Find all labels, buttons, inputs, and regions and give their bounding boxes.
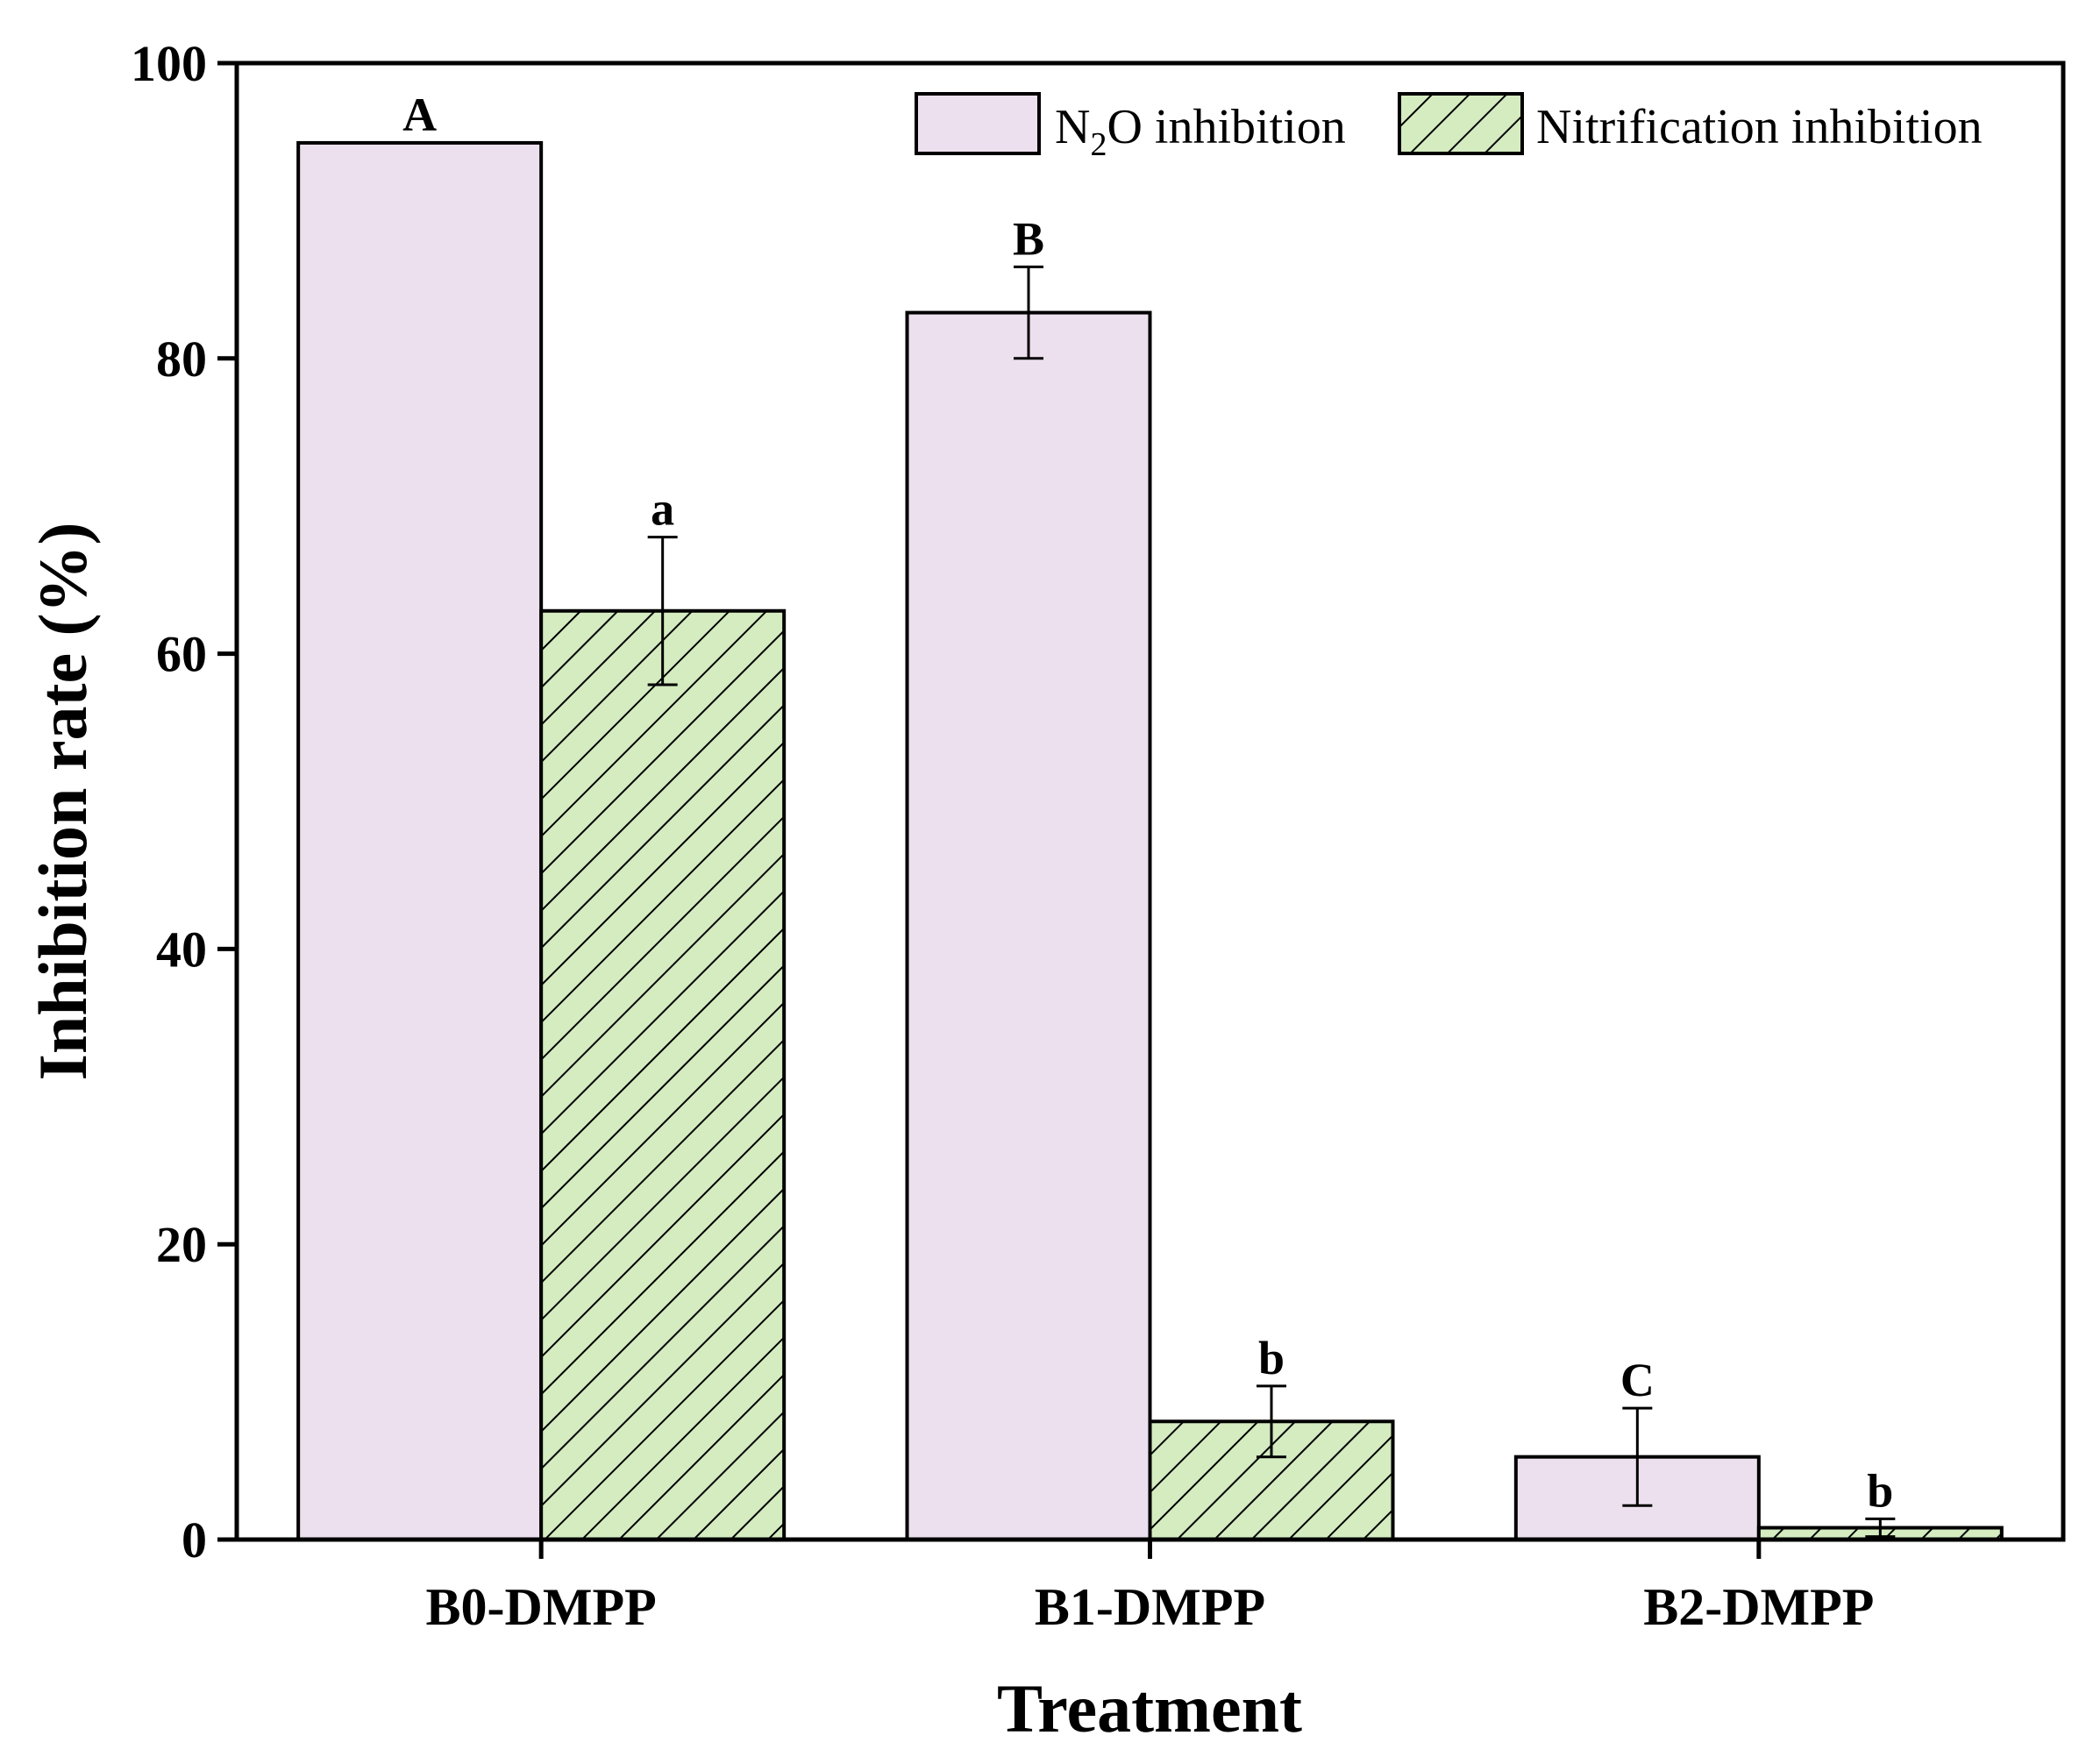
legend-label-n2o-main: N [1055, 100, 1090, 154]
legend-label-n2o: N2O inhibition [1055, 100, 1346, 163]
y-tick-label: 40 [156, 921, 207, 978]
x-tick-label: B2-DMPP [1643, 1578, 1874, 1636]
bar-n2o-inhibition [908, 313, 1150, 1540]
legend-label-n2o-sub: 2 [1090, 126, 1107, 163]
y-tick-label: 100 [131, 35, 207, 92]
significance-letter: C [1620, 1354, 1655, 1406]
bar-chart: 0 20 40 60 80 100 B0-DMPP B1-DMPP B2-DMPP A B Ca b… [0, 0, 2086, 1764]
significance-letter: b [1867, 1464, 1893, 1517]
legend-swatch-nitrification [1399, 94, 1522, 153]
x-axis: B0-DMPP B1-DMPP B2-DMPP [426, 1540, 1875, 1636]
x-tick-label: B1-DMPP [1035, 1578, 1265, 1636]
legend-label-nitrification: Nitrification inhibition [1536, 100, 1983, 154]
y-tick-label: 80 [156, 331, 207, 388]
y-axis: 0 20 40 60 80 100 [131, 35, 237, 1568]
y-tick-label: 0 [182, 1511, 207, 1568]
x-tick-label: B0-DMPP [426, 1578, 657, 1636]
significance-letter: B [1013, 212, 1044, 265]
x-axis-title: Treatment [997, 1670, 1302, 1746]
y-tick-label: 20 [156, 1216, 207, 1273]
significance-letter: b [1258, 1332, 1285, 1384]
legend: N2O inhibition Nitrification inhibition [916, 94, 1983, 163]
legend-swatch-n2o [916, 94, 1039, 153]
significance-letter: A [402, 89, 437, 141]
bar-n2o-inhibition [298, 143, 541, 1540]
bars-group [298, 143, 2002, 1540]
legend-label-n2o-rest: O inhibition [1107, 100, 1345, 154]
bar-nitrification-inhibition [541, 611, 784, 1540]
y-tick-label: 60 [156, 626, 207, 683]
significance-letter: a [651, 483, 674, 536]
y-axis-title: Inhibition rate (%) [25, 522, 101, 1080]
